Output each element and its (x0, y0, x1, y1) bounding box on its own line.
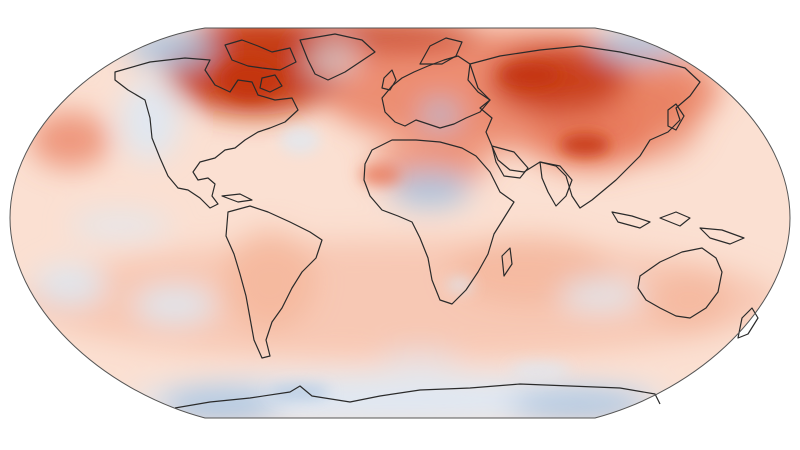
coastline-australia (637, 247, 723, 319)
map-frame (9, 27, 791, 419)
coastline-new-zealand (737, 307, 759, 339)
coastline-asia (469, 45, 701, 209)
coastline-greenland (299, 33, 376, 81)
coastline-north-america (114, 57, 299, 209)
coastline-africa (363, 139, 515, 305)
coastline-uk (381, 69, 397, 91)
coastline-madagascar (501, 247, 513, 277)
coastline-south-america (225, 205, 323, 359)
coastlines (114, 33, 759, 409)
coastline-arabia (491, 145, 529, 179)
anomaly-blobs-detail (220, 60, 610, 400)
coastline-antarctica (174, 383, 661, 409)
coastline-indonesia (611, 211, 651, 229)
coastline-arctic-islands (224, 39, 297, 71)
coastline-india (539, 161, 573, 207)
coastline-caribbean (221, 193, 253, 203)
coastline-japan (667, 103, 685, 131)
coastline-scandinavia (419, 37, 463, 65)
